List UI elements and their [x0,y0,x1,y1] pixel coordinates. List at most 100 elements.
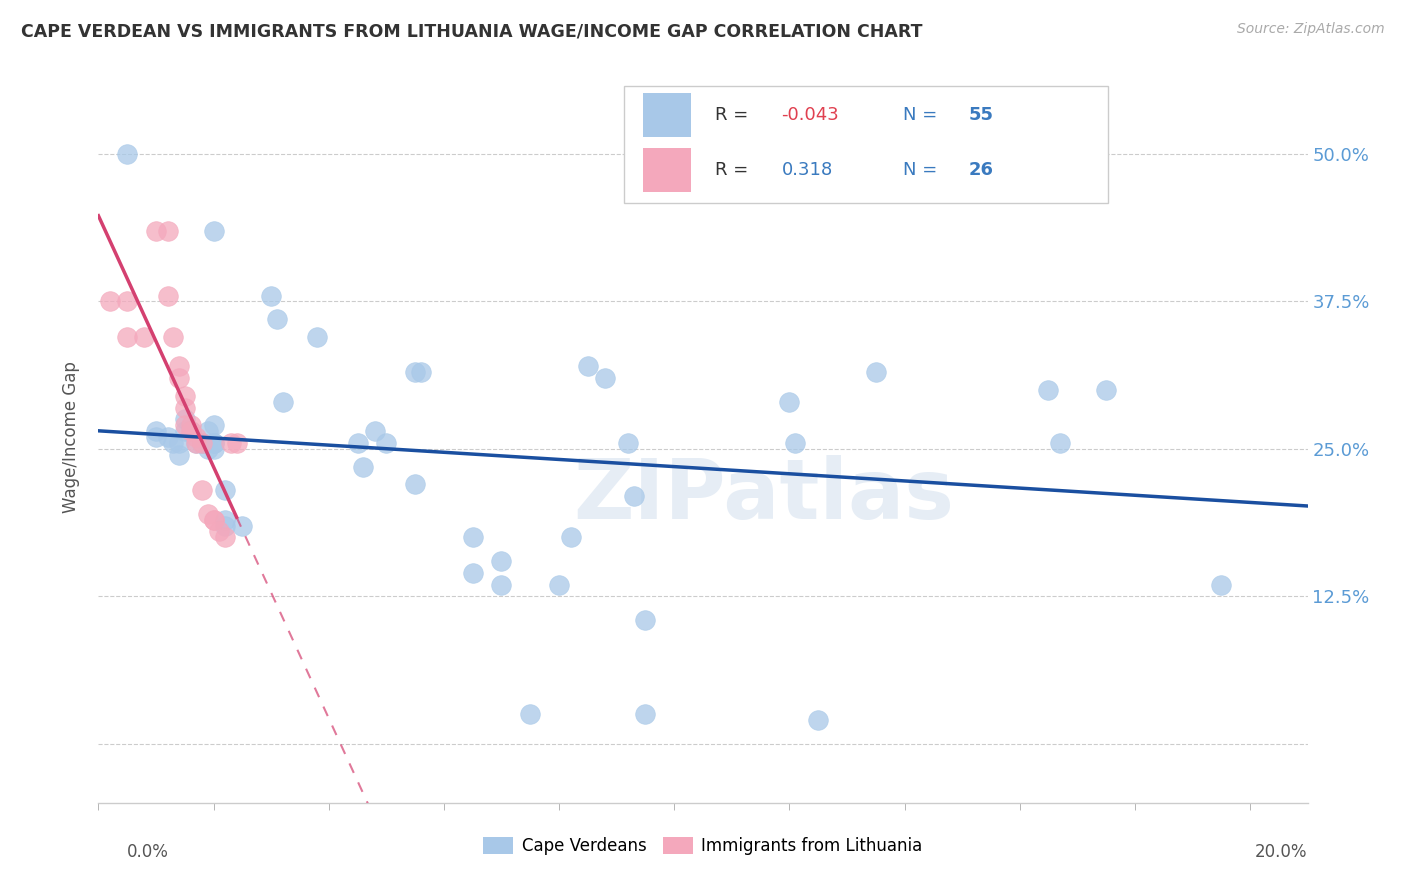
Point [156,224,179,238]
Point [271,394,294,409]
Point [167,448,190,462]
Point [375,436,398,450]
Point [491,554,513,568]
Point [186,436,208,450]
Point [980,170,1002,185]
Point [134,330,156,344]
Point [219,436,242,450]
Point [173,424,195,438]
Text: -0.043: -0.043 [782,106,839,124]
Point [778,394,800,409]
Text: N =: N = [903,161,942,179]
Point [1038,383,1060,397]
FancyBboxPatch shape [643,94,690,137]
Point [173,412,195,426]
Point [115,330,138,344]
Text: Source: ZipAtlas.com: Source: ZipAtlas.com [1237,22,1385,37]
FancyBboxPatch shape [643,148,690,192]
Point [231,518,253,533]
Point [409,365,432,379]
Point [186,436,208,450]
Point [145,430,167,444]
Text: 0.318: 0.318 [782,161,832,179]
Point [145,424,167,438]
Point [180,424,202,438]
Point [202,436,225,450]
Point [162,330,184,344]
Point [180,424,202,438]
Point [576,359,599,374]
Point [225,436,247,450]
Point [214,530,236,544]
Point [191,436,214,450]
Point [634,707,657,722]
Text: N =: N = [903,106,942,124]
Legend: Cape Verdeans, Immigrants from Lithuania: Cape Verdeans, Immigrants from Lithuania [477,830,929,862]
Point [202,442,225,456]
Point [145,224,167,238]
Point [461,530,484,544]
Point [364,424,387,438]
Point [404,477,426,491]
Point [593,371,616,385]
Point [186,430,208,444]
Point [548,577,571,591]
Point [634,613,657,627]
Text: 20.0%: 20.0% [1256,843,1308,861]
Point [156,288,179,302]
Y-axis label: Wage/Income Gap: Wage/Income Gap [62,361,80,513]
Point [115,147,138,161]
Point [266,312,288,326]
Point [214,513,236,527]
Point [197,442,219,456]
Point [461,566,484,580]
Point [173,389,195,403]
Point [191,436,214,450]
Point [191,483,214,498]
Text: CAPE VERDEAN VS IMMIGRANTS FROM LITHUANIA WAGE/INCOME GAP CORRELATION CHART: CAPE VERDEAN VS IMMIGRANTS FROM LITHUANI… [21,22,922,40]
Point [260,288,283,302]
FancyBboxPatch shape [624,86,1108,203]
Point [202,224,225,238]
Point [1211,577,1233,591]
Point [167,436,190,450]
Point [197,507,219,521]
Point [623,489,645,503]
Text: ZIPatlas: ZIPatlas [574,455,953,536]
Point [173,401,195,415]
Point [1095,383,1118,397]
Point [167,359,190,374]
Text: R =: R = [716,161,754,179]
Point [214,483,236,498]
Point [167,371,190,385]
Point [1049,436,1071,450]
Point [202,436,225,450]
Text: 26: 26 [969,161,994,179]
Point [202,513,225,527]
Point [115,294,138,309]
Point [865,365,887,379]
Text: R =: R = [716,106,754,124]
Point [208,524,231,539]
Point [202,513,225,527]
Point [162,436,184,450]
Text: 55: 55 [969,106,994,124]
Text: 0.0%: 0.0% [127,843,169,861]
Point [98,294,121,309]
Point [214,518,236,533]
Point [180,418,202,433]
Point [560,530,582,544]
Point [197,424,219,438]
Point [156,430,179,444]
Point [352,459,374,474]
Point [785,436,807,450]
Point [202,418,225,433]
Point [491,577,513,591]
Point [617,436,640,450]
Point [191,436,214,450]
Point [807,713,830,727]
Point [307,330,329,344]
Point [346,436,368,450]
Point [173,418,195,433]
Point [404,365,426,379]
